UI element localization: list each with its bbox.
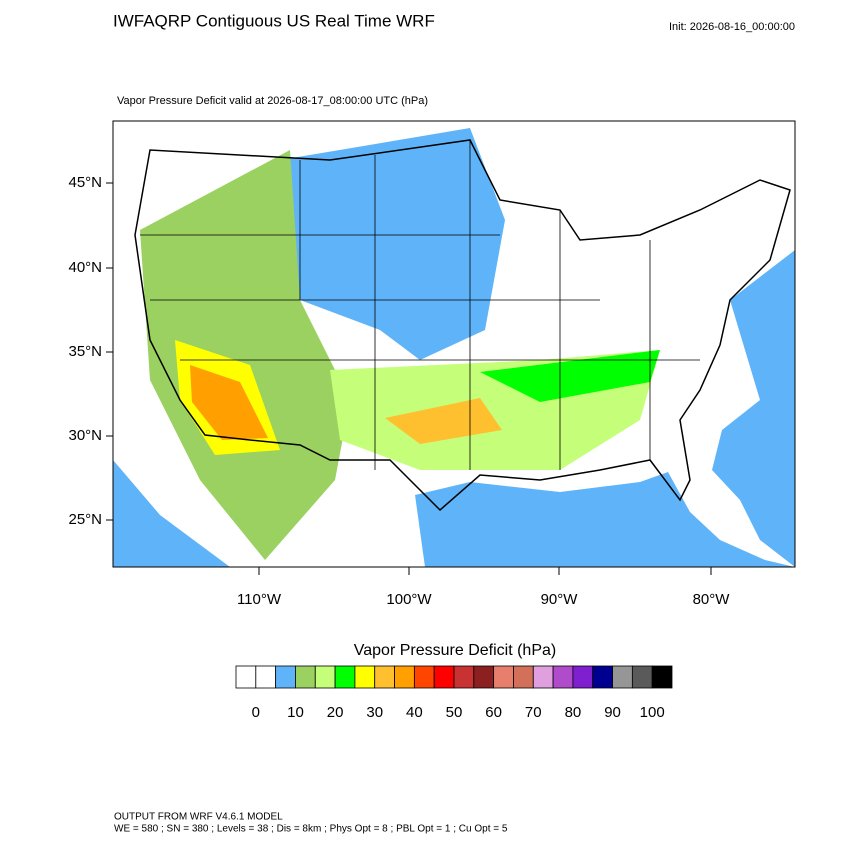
colorbar-box: [374, 665, 395, 689]
lon-label: 80°W: [693, 591, 731, 608]
colorbar-tick-label: 30: [366, 704, 383, 721]
lon-label: 100°W: [386, 591, 432, 608]
map-frame: [112, 120, 796, 568]
map: [112, 120, 796, 568]
colorbar-box: [394, 665, 415, 689]
lon-label: 90°W: [541, 591, 579, 608]
subtitle: Vapor Pressure Deficit valid at 2026-08-…: [117, 95, 428, 107]
colorbar-tick-label: 100: [640, 704, 665, 721]
init-time: Init: 2026-08-16_00:00:00: [669, 21, 795, 33]
colorbar-box: [631, 665, 653, 689]
state-lines: [140, 140, 700, 470]
colorbar-tick-label: 80: [565, 704, 582, 721]
footer-line: WE = 580 ; SN = 380 ; Levels = 38 ; Dis …: [114, 824, 508, 835]
vpd-texas: [385, 398, 502, 444]
colorbar-tick-label: 0: [252, 704, 260, 721]
vpd-band: [480, 350, 660, 402]
colorbar-title: Vapor Pressure Deficit (hPa): [354, 642, 556, 659]
us-outline: [134, 139, 791, 512]
colorbar-box: [255, 665, 277, 689]
lon-label: 110°W: [237, 591, 282, 608]
gulf: [415, 472, 795, 567]
lon-labels: 110°W 100°W 90°W 80°W: [237, 567, 730, 608]
colorbar-tick-label: 50: [446, 704, 463, 721]
colorbar-box: [592, 665, 613, 689]
colorbar-box: [413, 665, 435, 689]
lat-label: 40°N: [68, 259, 102, 276]
atlantic: [712, 250, 795, 567]
colorbar-tick-label: 90: [604, 704, 621, 721]
colorbar-box: [532, 665, 554, 689]
lat-label: 35°N: [68, 343, 102, 360]
colorbar-tick-label: 60: [485, 704, 502, 721]
colorbar-box: [295, 665, 316, 689]
colorbar-tick-label: 20: [327, 704, 344, 721]
colorbar-box: [453, 665, 475, 689]
title: IWFAQRP Contiguous US Real Time WRF: [113, 11, 435, 30]
pacific: [113, 460, 230, 567]
colorbar-tick-label: 40: [406, 704, 423, 721]
colorbar-box: [572, 665, 594, 689]
colorbar-box: [235, 665, 257, 689]
colorbar-box: [513, 665, 534, 689]
colorbar-box: [612, 665, 633, 689]
colorbar-box: [552, 665, 574, 689]
colorbar-box: [314, 665, 336, 689]
colorbar-box: [433, 665, 455, 689]
vpd-sw-orange: [190, 365, 268, 440]
vpd-low-plains: [280, 128, 505, 360]
colorbar-box: [493, 665, 514, 689]
lat-label: 45°N: [68, 174, 102, 191]
colorbar-box: [651, 665, 673, 689]
colorbar: 0 10 20 30 40 50 60 70 80 90 100: [235, 665, 673, 721]
colorbar-box: [473, 665, 495, 689]
colorbar-box: [334, 665, 356, 689]
vpd-west: [140, 150, 350, 560]
footer-line: OUTPUT FROM WRF V4.6.1 MODEL: [114, 812, 283, 823]
lat-labels: 45°N 40°N 35°N 30°N 25°N: [68, 174, 113, 528]
colorbar-tick-label: 70: [525, 704, 542, 721]
colorbar-tick-label: 10: [287, 704, 304, 721]
colorbar-box: [354, 665, 376, 689]
lat-label: 25°N: [68, 511, 102, 528]
colorbar-box: [275, 665, 296, 689]
lat-label: 30°N: [68, 427, 102, 444]
